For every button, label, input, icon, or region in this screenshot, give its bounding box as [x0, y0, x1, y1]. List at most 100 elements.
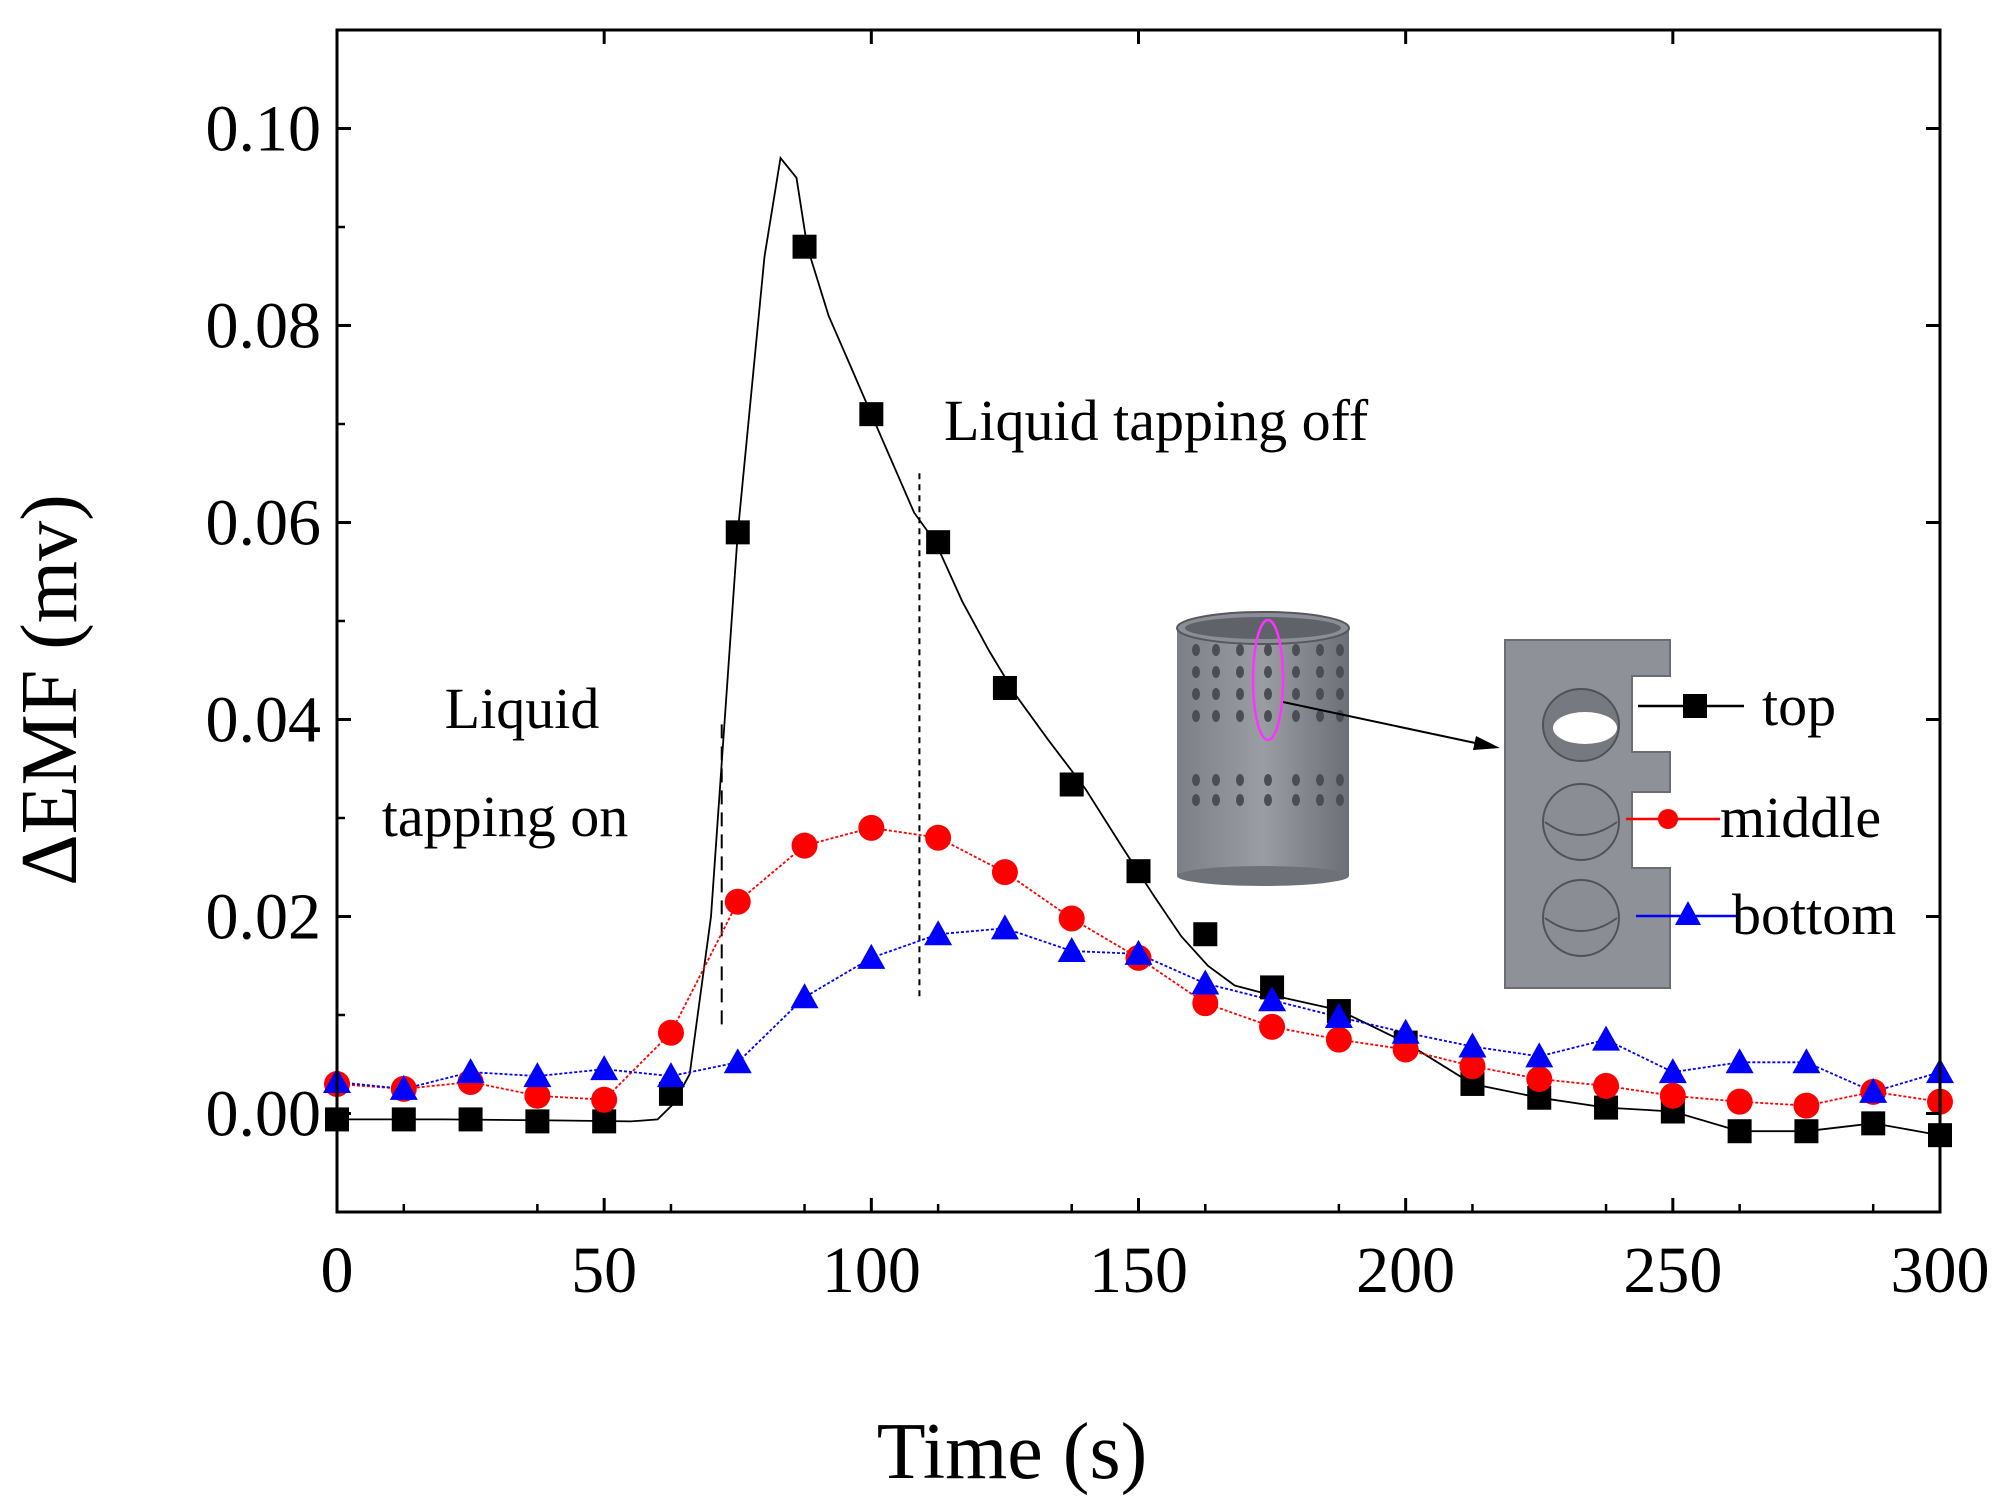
cylinder-hole: [1264, 794, 1272, 806]
annotation-tapping-off: Liquid tapping off: [944, 388, 1369, 453]
data-point-bottom: [389, 1074, 418, 1100]
y-tick-label: 0.10: [206, 93, 322, 166]
cylinder-hole: [1336, 774, 1344, 786]
cylinder-hole: [1212, 774, 1220, 786]
cylinder-hole: [1316, 688, 1324, 700]
cylinder-hole: [1316, 774, 1324, 786]
cylinder-hole: [1192, 774, 1200, 786]
cylinder-hole: [1264, 644, 1272, 656]
legend: top middle bottom: [1626, 673, 1896, 947]
data-point-bottom: [1191, 969, 1220, 995]
data-point-middle: [591, 1086, 618, 1113]
cylinder-hole: [1292, 644, 1300, 656]
data-point-bottom: [924, 920, 953, 946]
data-point-top: [1727, 1119, 1752, 1144]
data-point-bottom: [790, 983, 819, 1009]
data-point-middle: [1058, 905, 1085, 932]
cylinder-hole: [1316, 644, 1324, 656]
data-point-top: [1594, 1095, 1619, 1120]
data-point-bottom: [1525, 1042, 1554, 1068]
legend-marker-bottom: [1675, 901, 1701, 925]
x-axis-title: Time (s): [877, 1408, 1147, 1496]
data-point-middle: [858, 814, 885, 841]
cylinder-hole: [1212, 794, 1220, 806]
cylinder-hole: [1264, 666, 1272, 678]
cylinder-hole: [1336, 710, 1344, 722]
data-point-top: [458, 1107, 483, 1132]
data-point-top: [926, 530, 951, 555]
cylinder-hole: [1192, 666, 1200, 678]
data-point-middle: [1726, 1088, 1753, 1115]
cylinder-hole: [1236, 644, 1244, 656]
cylinder-hole: [1192, 710, 1200, 722]
y-tick-label: 0.00: [206, 1078, 322, 1151]
cylinder-hole: [1236, 666, 1244, 678]
data-point-middle: [524, 1082, 551, 1109]
annotation-tapping-on-line1: Liquid: [445, 676, 600, 741]
legend-label-middle: middle: [1720, 785, 1881, 850]
data-point-bottom: [1391, 1018, 1420, 1044]
cylinder-hole: [1336, 666, 1344, 678]
data-point-bottom: [1658, 1058, 1687, 1084]
data-point-bottom: [1458, 1032, 1487, 1058]
cylinder-hole: [1336, 688, 1344, 700]
data-point-middle: [724, 888, 751, 915]
data-point-bottom: [1792, 1048, 1821, 1074]
data-point-top: [792, 234, 817, 259]
cylinder-hole: [1264, 688, 1272, 700]
data-point-bottom: [990, 914, 1019, 940]
x-tick-label: 300: [1891, 1234, 1990, 1307]
data-point-bottom: [1258, 986, 1287, 1012]
data-point-middle: [1459, 1053, 1486, 1080]
data-point-middle: [925, 824, 952, 851]
data-point-bottom: [1725, 1048, 1754, 1074]
y-tick-label: 0.04: [206, 684, 322, 757]
data-point-bottom: [1324, 1002, 1353, 1028]
x-tick-label: 200: [1356, 1234, 1455, 1307]
data-point-middle: [791, 832, 818, 859]
data-point-bottom: [1124, 939, 1153, 965]
cylinder-hole: [1192, 688, 1200, 700]
legend-label-top: top: [1762, 673, 1836, 738]
data-point-bottom: [590, 1055, 619, 1081]
y-tick-label: 0.02: [206, 881, 322, 954]
annotation-tapping-on-line2: tapping on: [382, 784, 628, 849]
data-point-middle: [1192, 990, 1219, 1017]
data-point-bottom: [456, 1058, 485, 1084]
cylinder-hole: [1292, 710, 1300, 722]
data-point-middle: [657, 1019, 684, 1046]
legend-label-bottom: bottom: [1732, 882, 1896, 947]
data-point-middle: [1593, 1072, 1620, 1099]
cylinder-illustration: [1176, 611, 1500, 886]
data-point-top: [725, 520, 750, 545]
cylinder-hole: [1236, 774, 1244, 786]
cylinder-hole: [1192, 644, 1200, 656]
cylinder-hole: [1192, 794, 1200, 806]
data-point-top: [1861, 1111, 1886, 1136]
data-point-top: [525, 1109, 550, 1134]
x-tick-label: 0: [321, 1234, 354, 1307]
data-point-bottom: [523, 1062, 552, 1088]
cylinder-hole: [1336, 644, 1344, 656]
data-point-bottom: [857, 943, 886, 969]
data-point-middle: [1659, 1082, 1686, 1109]
cylinder-hole: [1236, 688, 1244, 700]
cylinder-hole: [1316, 710, 1324, 722]
plot-marks: [323, 155, 1954, 1148]
cylinder-hole: [1336, 794, 1344, 806]
cylinder-holes: [1192, 644, 1344, 806]
y-axis-title: ΔEMF (mv): [6, 494, 94, 885]
cylinder-hole: [1292, 794, 1300, 806]
data-point-top: [1126, 859, 1151, 884]
section-illustration: [1504, 639, 1671, 989]
data-point-middle: [1526, 1066, 1553, 1093]
legend-marker-top: [1683, 694, 1707, 718]
data-point-middle: [1793, 1092, 1820, 1119]
data-point-top: [391, 1107, 416, 1132]
series-line-top: [337, 155, 1941, 1137]
axes: 0 50 100 150 200 250 300 0.00 0.02 0.04 0.06 0.08 0.…: [206, 28, 1990, 1307]
data-point-top: [592, 1109, 617, 1134]
data-point-middle: [1259, 1013, 1286, 1040]
data-point-middle: [1325, 1026, 1352, 1053]
